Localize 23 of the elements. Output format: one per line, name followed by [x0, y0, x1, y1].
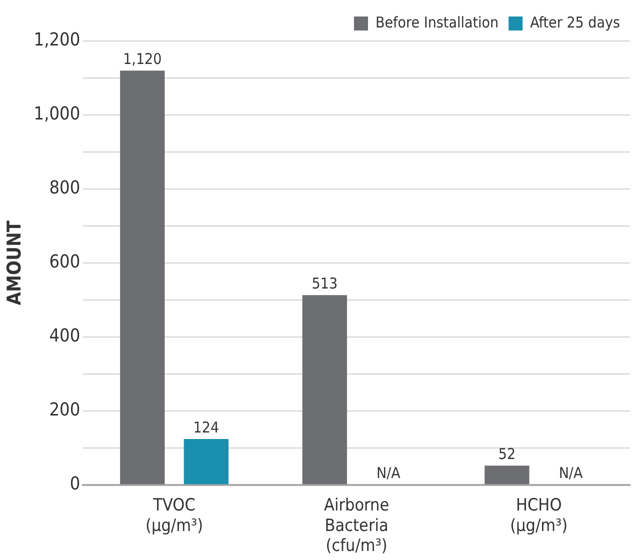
legend-label: Before Installation	[375, 13, 499, 32]
y-tick-label: 600	[49, 252, 80, 273]
bar	[120, 70, 165, 484]
bar	[302, 295, 348, 484]
y-tick-label: 200	[49, 400, 80, 421]
x-tick-label: HCHO (μg/m³)	[510, 495, 568, 536]
y-tick-label: 0	[70, 473, 80, 494]
text: N/A	[376, 464, 400, 482]
data-label: 124	[193, 418, 220, 436]
text: N/A	[558, 464, 583, 482]
bar	[484, 466, 530, 484]
y-tick-label: 1,000	[34, 104, 80, 125]
y-tick-label: 400	[49, 326, 80, 347]
y-tick-label: 1,200	[34, 30, 80, 51]
y-tick-label: 800	[49, 178, 80, 199]
x-tick-label: Airborne Bacteria (cfu/m³)	[324, 495, 390, 556]
x-tick-label: TVOC (μg/m³)	[146, 495, 204, 536]
bar	[184, 438, 229, 484]
data-label: 513	[312, 274, 338, 292]
data-label: 1,120	[123, 50, 162, 68]
y-axis-title: AMOUNT	[3, 220, 26, 306]
data-label: 52	[498, 444, 516, 463]
legend-label: After 25 days	[530, 13, 620, 32]
